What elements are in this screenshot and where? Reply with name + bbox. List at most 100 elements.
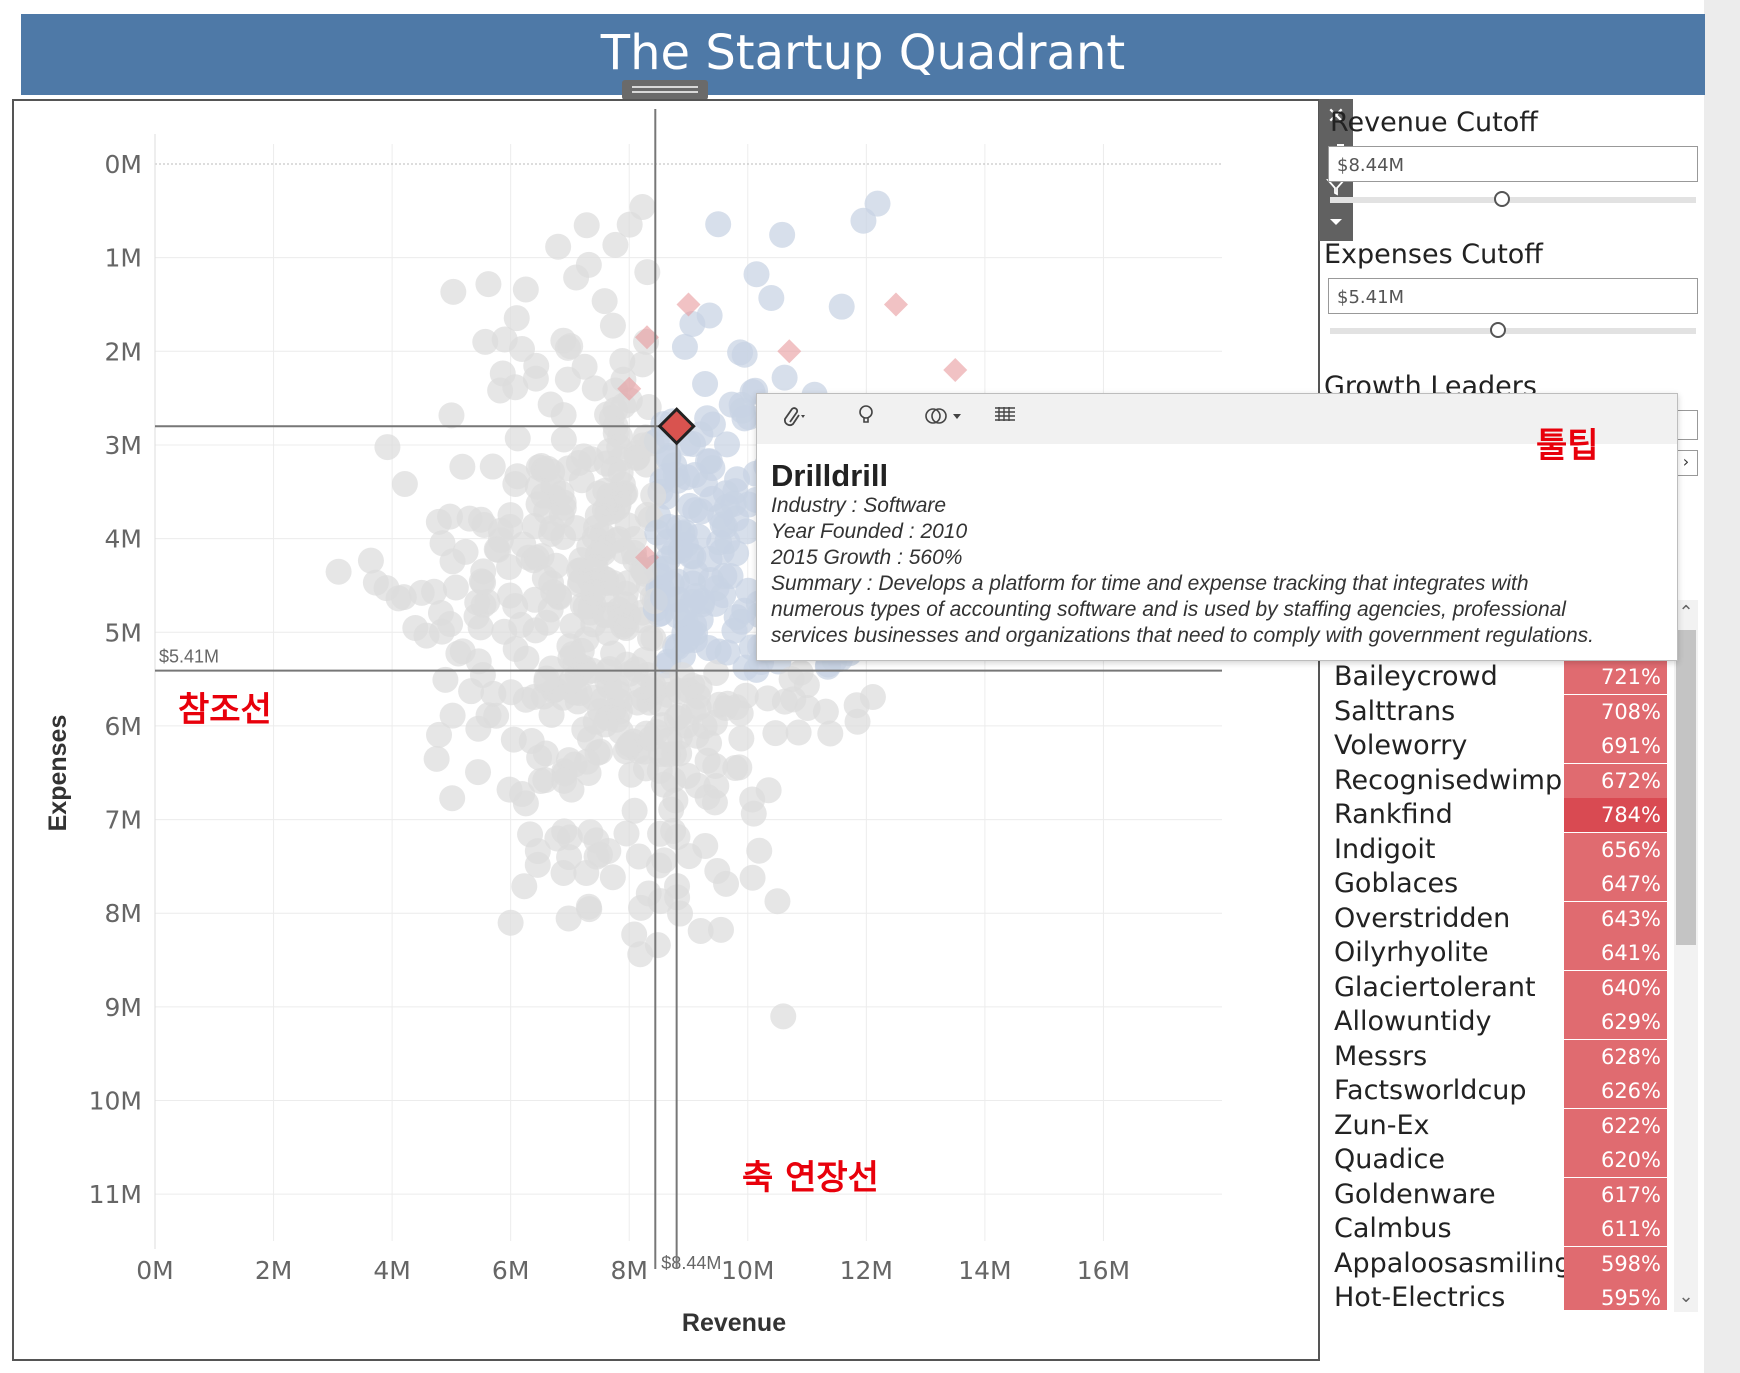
x-tick-label: 10M (721, 1256, 774, 1285)
y-tick-label: 7M (105, 806, 142, 835)
growth-leader-row[interactable]: Baileycrowd 721% (1324, 660, 1704, 694)
tooltip-industry: Industry : Software (771, 494, 947, 517)
data-point (554, 366, 581, 393)
growth-leader-row[interactable]: Recognisedwimp 672% (1324, 763, 1704, 798)
dashboard-title: The Startup Quadrant (21, 14, 1705, 95)
data-point (452, 538, 479, 565)
growth-leader-name: Hot-Electrics (1334, 1282, 1506, 1310)
data-point (647, 888, 674, 915)
data-point (591, 288, 618, 315)
data-point (491, 326, 518, 353)
data-point (426, 721, 453, 748)
data-point (585, 480, 612, 507)
revenue-slider-thumb[interactable] (1494, 191, 1511, 207)
scatter-chart-frame[interactable]: $8.44M $5.41M 0M 2M 4M 6M 8M 10M 12M 14M 16M 0M 1M 2M… (12, 99, 1320, 1361)
growth-leader-row[interactable]: Oilyrhyolite 641% (1324, 936, 1704, 970)
data-point (593, 581, 620, 608)
x-tick-label: 16M (1077, 1256, 1130, 1285)
close-icon[interactable]: ✕ (1326, 104, 1346, 129)
growth-leader-row[interactable]: Salttrans 708% (1324, 694, 1704, 729)
growth-leader-row[interactable]: Overstridden 643% (1324, 901, 1704, 936)
scrollbar-thumb[interactable] (1676, 630, 1696, 945)
y-tick-label: 0M (105, 150, 142, 179)
scrollbar[interactable]: ⌃ ⌄ (1674, 600, 1698, 1312)
data-point (496, 582, 523, 609)
data-point (793, 672, 820, 699)
growth-leader-name: Goblaces (1334, 868, 1459, 899)
growth-leader-value: 628% (1564, 1039, 1667, 1074)
growth-leader-row[interactable]: Calmbus 611% (1324, 1212, 1704, 1246)
growth-leader-row[interactable]: Indigoit 656% (1324, 832, 1704, 867)
x-tick-label: 12M (840, 1256, 893, 1285)
data-point (559, 641, 586, 668)
data-point (616, 211, 643, 238)
growth-leader-name: Appaloosasmiling (1334, 1247, 1572, 1279)
data-point (689, 588, 716, 615)
data-point (764, 888, 791, 915)
revenue-cutoff-slider[interactable] (1330, 191, 1696, 207)
growth-leader-row[interactable]: Goldenware 617% (1324, 1177, 1704, 1212)
growth-leader-row[interactable]: Zun-Ex 622% (1324, 1108, 1704, 1143)
data-point (421, 578, 448, 605)
data-point (475, 271, 502, 298)
data-point (692, 370, 719, 397)
growth-marker (777, 339, 802, 364)
growth-marker (617, 376, 642, 401)
growth-leader-row[interactable]: Voleworry 691% (1324, 729, 1704, 763)
expenses-slider-thumb[interactable] (1490, 322, 1507, 338)
chevron-right-icon[interactable]: › (1674, 450, 1698, 476)
data-point (739, 864, 766, 891)
data-point (692, 832, 719, 859)
dropdown-arrow-icon[interactable] (1319, 204, 1353, 239)
data-point (497, 909, 524, 936)
data-point (600, 456, 627, 483)
growth-leaders-title: Growth Leaders (1324, 371, 1537, 395)
data-point (644, 932, 671, 959)
growth-leader-value: 611% (1564, 1212, 1667, 1246)
growth-leader-name: Voleworry (1334, 730, 1468, 761)
growth-leader-row[interactable]: Quadice 620% (1324, 1143, 1704, 1177)
data-point (440, 278, 467, 305)
growth-marker (676, 292, 701, 317)
data-point (584, 502, 611, 529)
growth-leader-name: Rankfind (1334, 799, 1453, 830)
data-point (599, 312, 626, 339)
y-tick-label: 11M (89, 1180, 142, 1209)
view-data-icon[interactable] (993, 404, 1017, 429)
growth-leader-row[interactable]: Glaciertolerant 640% (1324, 970, 1704, 1005)
growth-marker (635, 325, 660, 350)
revenue-cutoff-title: Revenue Cutoff (1330, 107, 1538, 138)
lightbulb-icon[interactable] (857, 404, 875, 433)
expenses-cutoff-input[interactable]: $5.41M (1328, 278, 1698, 314)
tooltip-summary-cont2: services businesses and organizations th… (771, 624, 1594, 647)
data-point (550, 402, 577, 429)
data-point (687, 917, 714, 944)
growth-leader-row[interactable]: Hot-Electrics 595% (1324, 1281, 1704, 1310)
data-point (650, 584, 677, 611)
data-point (710, 582, 737, 609)
data-point (533, 665, 560, 692)
scatter-chart[interactable]: $8.44M $5.41M 0M 2M 4M 6M 8M 10M 12M 14M 16M 0M 1M 2M… (14, 101, 1322, 1363)
data-point (713, 493, 740, 520)
expenses-cutoff-slider[interactable] (1330, 322, 1696, 338)
growth-leader-row[interactable]: Goblaces 647% (1324, 867, 1704, 901)
data-point (714, 639, 741, 666)
drag-handle[interactable] (622, 80, 708, 100)
growth-leader-row[interactable]: Factsworldcup 626% (1324, 1074, 1704, 1108)
revenue-cutoff-input[interactable]: $8.44M (1328, 146, 1698, 182)
data-point (596, 656, 623, 683)
data-point (550, 489, 577, 516)
group-icon[interactable] (923, 404, 963, 433)
paperclip-icon[interactable] (781, 404, 807, 433)
y-tick-label: 1M (105, 244, 142, 273)
growth-marker (635, 545, 660, 570)
growth-leader-row[interactable]: Rankfind 784% (1324, 798, 1704, 832)
scroll-down-icon[interactable]: ⌄ (1678, 1286, 1694, 1307)
growth-leader-row[interactable]: Messrs 628% (1324, 1039, 1704, 1074)
data-point (576, 896, 603, 923)
data-point (609, 348, 636, 375)
growth-leader-row[interactable]: Appaloosasmiling 598% (1324, 1246, 1704, 1281)
growth-leader-row[interactable]: Allowuntidy 629% (1324, 1005, 1704, 1039)
data-point (754, 685, 781, 712)
scroll-up-icon[interactable]: ⌃ (1678, 602, 1694, 623)
